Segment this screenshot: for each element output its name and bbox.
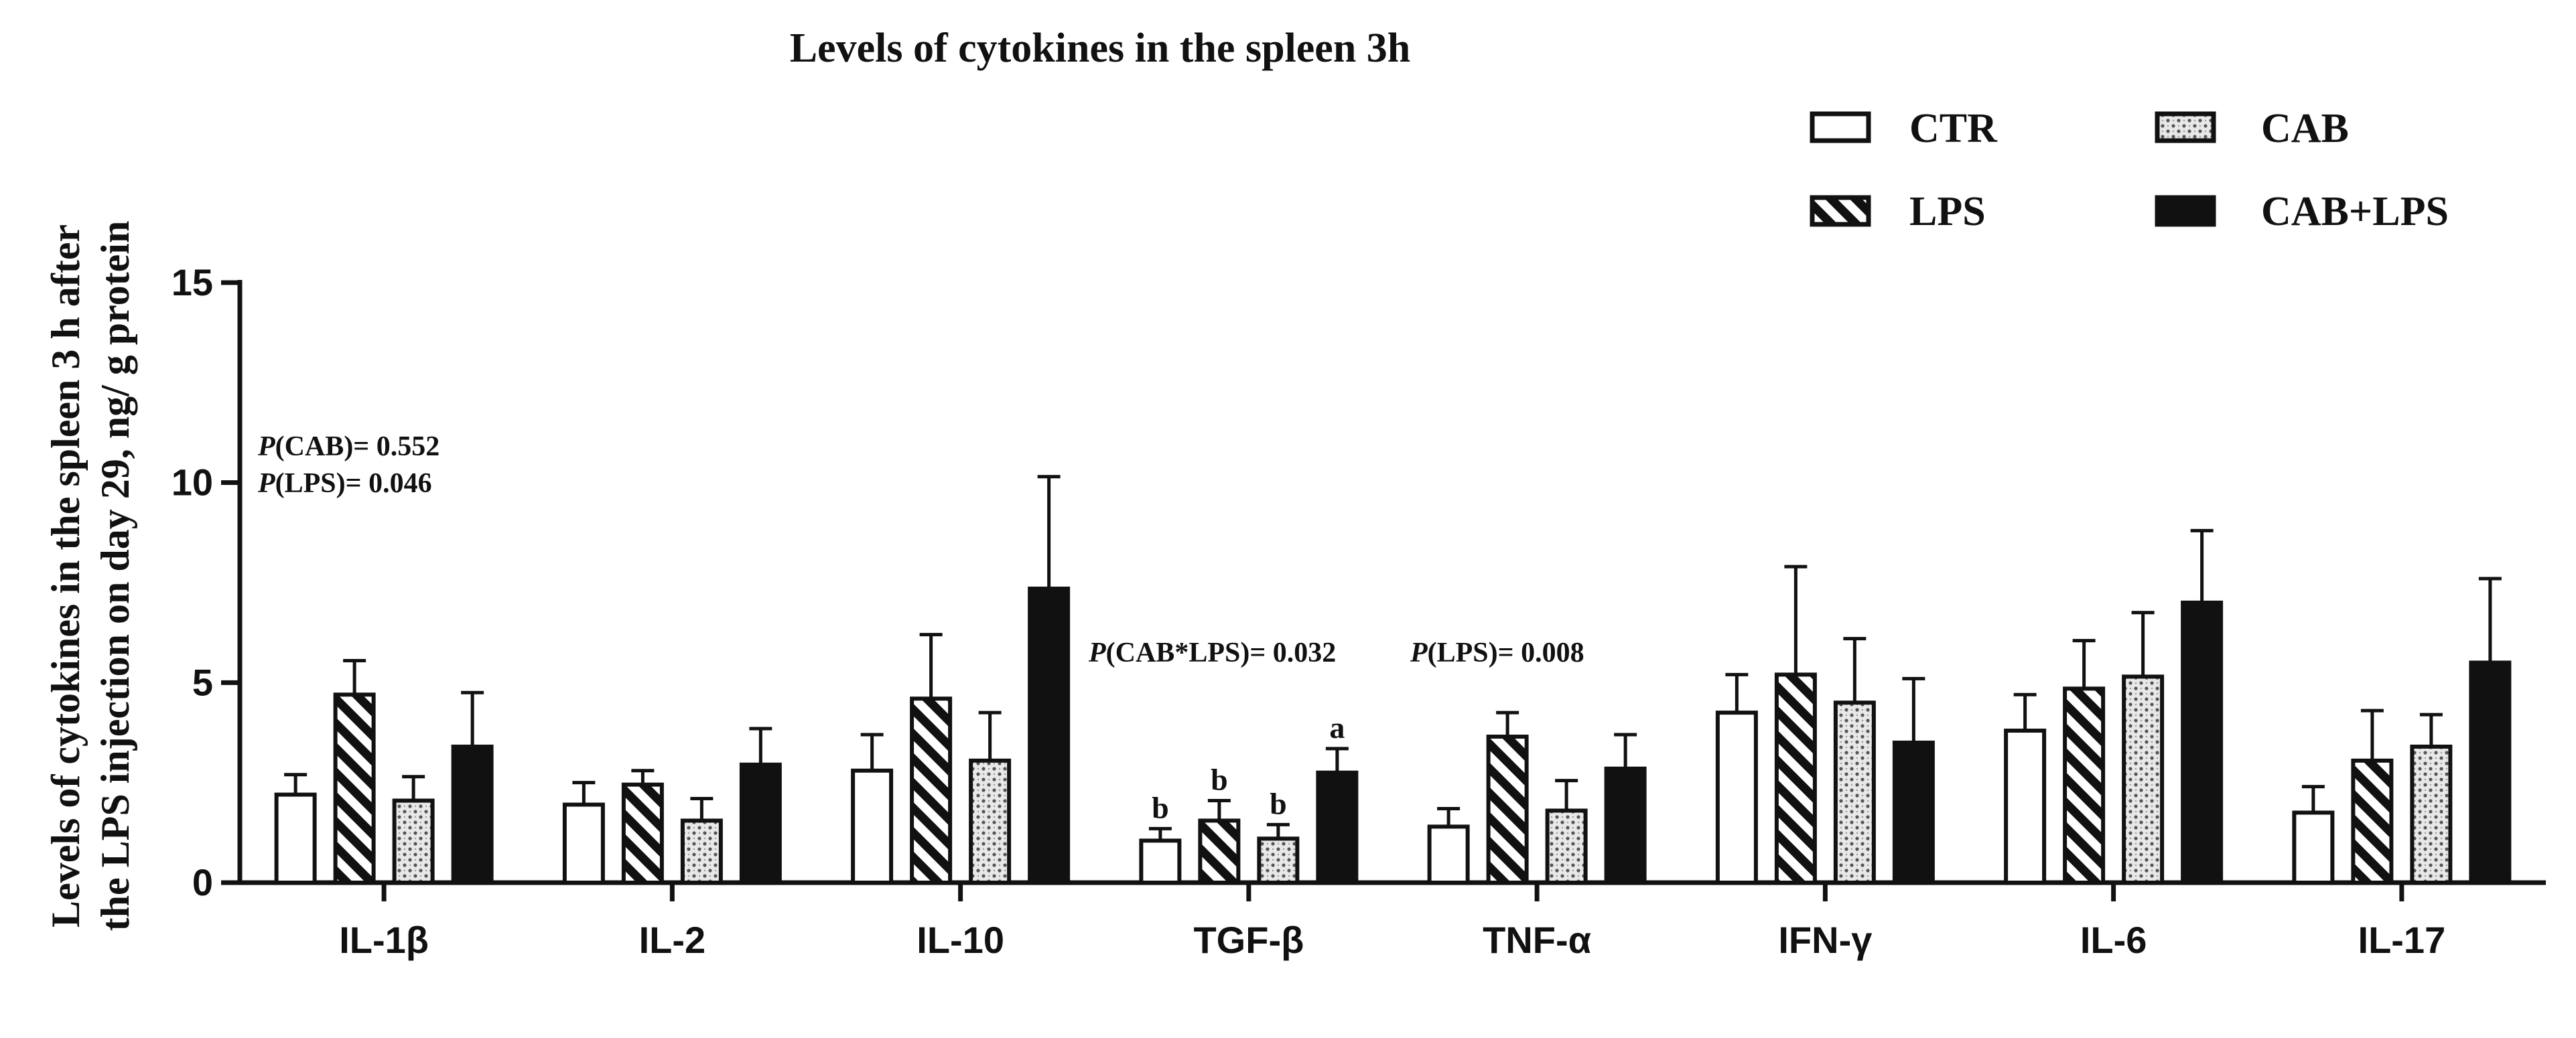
y-axis-label-line-2: the LPS injection on day 29, ng/ g prote… — [93, 221, 137, 932]
bar-il-10-cab-lps — [1028, 586, 1071, 885]
legend-swatch-cab-lps — [2155, 195, 2216, 227]
x-tick-label-il-6: IL-6 — [2080, 919, 2147, 961]
bar-tnf-ctr — [1427, 824, 1470, 885]
bar-ifn-cab-lps — [1892, 740, 1935, 885]
x-tick-label-tgf: TGF-β — [1193, 919, 1304, 961]
x-tick-label-il-1: IL-1β — [339, 919, 429, 961]
bar-il-1-lps — [333, 692, 376, 885]
significance-letter-tgf-ctr: b — [1152, 790, 1169, 824]
significance-letter-tgf-cab-lps: a — [1329, 711, 1345, 745]
bar-il-2-ctr — [562, 802, 605, 885]
bar-il-17-lps — [2351, 758, 2394, 885]
legend-label-cab: CAB — [2261, 106, 2349, 151]
bar-il-1-ctr — [274, 792, 317, 885]
legend-label-ctr: CTR — [1909, 106, 1998, 151]
bar-il-6-lps — [2063, 686, 2106, 885]
legend-swatch-lps — [1810, 195, 1871, 227]
bar-tgf-cab-lps — [1316, 770, 1359, 885]
bar-tgf-cab — [1257, 836, 1300, 885]
bar-tnf-cab-lps — [1604, 766, 1647, 885]
p-value-cab-il1b: P(CAB)= 0.552 — [257, 431, 439, 462]
bar-il-10-ctr — [851, 768, 894, 885]
chart-title: Levels of cytokines in the spleen 3h — [790, 25, 1411, 71]
legend-swatch-ctr — [1810, 111, 1871, 143]
bar-il-1-cab — [392, 798, 435, 885]
bar-il-6-ctr — [2004, 729, 2047, 885]
bar-il-10-cab — [969, 758, 1012, 885]
p-value-lps-il1b: P(LPS)= 0.046 — [257, 468, 432, 499]
y-axis-label-line-1: Levels of cytokines in the spleen 3 h af… — [44, 224, 88, 928]
bar-ifn-ctr — [1715, 711, 1758, 885]
bar-tgf-ctr — [1139, 838, 1182, 885]
x-tick-label-il-2: IL-2 — [639, 919, 706, 961]
bar-tnf-cab — [1545, 808, 1588, 885]
legend-label-lps: LPS — [1909, 189, 1986, 234]
significance-letter-tgf-lps: b — [1211, 763, 1228, 797]
bar-ifn-cab — [1833, 700, 1876, 885]
bar-ifn-lps — [1774, 672, 1817, 885]
x-tick-label-il-17: IL-17 — [2358, 919, 2446, 961]
bar-tgf-lps — [1198, 818, 1241, 885]
p-value-cab-lps-tgfb: P(CAB*LPS)= 0.032 — [1088, 638, 1336, 668]
bar-il-17-cab-lps — [2469, 660, 2512, 885]
p-value-lps-tnfa: P(LPS)= 0.008 — [1410, 638, 1584, 668]
y-tick-label-5: 5 — [192, 661, 213, 703]
x-tick-label-ifn: IFN-γ — [1778, 919, 1872, 961]
y-tick-label-15: 15 — [172, 261, 213, 303]
bar-il-17-cab — [2410, 744, 2453, 885]
x-tick-label-il-10: IL-10 — [917, 919, 1004, 961]
significance-letter-tgf-cab: b — [1270, 786, 1287, 820]
bar-il-2-cab — [680, 818, 723, 885]
legend-label-cab-lps: CAB+LPS — [2261, 189, 2449, 234]
legend-swatch-cab — [2155, 111, 2216, 143]
bar-il-2-cab-lps — [739, 762, 782, 885]
bar-tnf-lps — [1486, 734, 1529, 885]
bar-il-2-lps — [621, 782, 664, 885]
bar-il-6-cab-lps — [2181, 600, 2224, 885]
x-tick-label-tnf: TNF-α — [1483, 919, 1591, 961]
y-tick-label-10: 10 — [172, 461, 213, 504]
bar-il-10-lps — [910, 696, 953, 885]
bar-il-17-ctr — [2292, 810, 2335, 885]
bar-il-1-cab-lps — [451, 744, 494, 885]
bar-il-6-cab — [2122, 674, 2165, 885]
plot-area: 0 5 10 15 IL-1β IL-2 IL-10 TGF-β TNF-α IFN-γ IL-6 I… — [172, 261, 2546, 961]
y-tick-label-0: 0 — [192, 861, 213, 903]
legend: CTR LPS CAB CAB+LPS — [1810, 106, 2449, 234]
